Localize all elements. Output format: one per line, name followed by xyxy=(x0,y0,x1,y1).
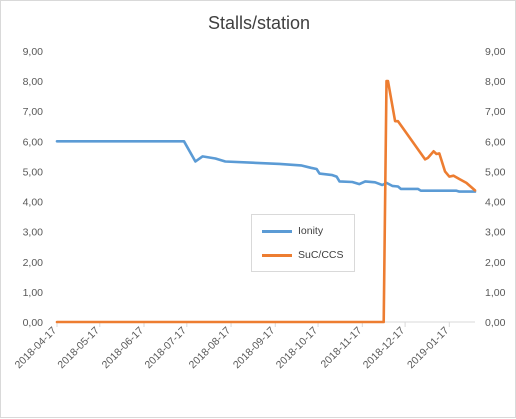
y-tick-right: 3,00 xyxy=(485,227,506,239)
y-tick-left: 0,00 xyxy=(23,317,44,329)
legend-item-suc-ccs: SuC/CCS xyxy=(262,247,344,263)
series-line-ionity xyxy=(55,140,477,193)
y-tick-left: 5,00 xyxy=(23,166,44,178)
chart-title: Stalls/station xyxy=(207,13,311,33)
x-tick-label: 2018-06-17 xyxy=(100,325,147,372)
x-tick-label: 2018-09-17 xyxy=(231,325,278,372)
legend-label-ionity: Ionity xyxy=(298,225,324,237)
legend-item-ionity: Ionity xyxy=(262,223,323,239)
legend: Ionity SuC/CCS xyxy=(251,214,355,272)
y-tick-left: 9,00 xyxy=(23,46,44,58)
x-tick-label: 2018-08-17 xyxy=(187,325,234,372)
x-tick-label: 2018-10-17 xyxy=(274,325,321,372)
x-tick-label: 2018-11-17 xyxy=(319,325,365,371)
x-tick-label: 2018-12-17 xyxy=(361,325,408,372)
y-tick-left: 1,00 xyxy=(23,287,44,299)
y-tick-left: 2,00 xyxy=(23,257,44,269)
y-tick-right: 4,00 xyxy=(485,197,506,209)
x-tick-label: 2018-07-17 xyxy=(142,325,189,372)
y-tick-left: 8,00 xyxy=(23,76,44,88)
legend-label-suc-ccs: SuC/CCS xyxy=(298,249,344,261)
legend-swatch-suc-ccs xyxy=(262,253,292,257)
y-tick-right: 6,00 xyxy=(485,136,506,148)
x-tick-label: 2018-05-17 xyxy=(55,325,102,372)
series-line-suc-ccs xyxy=(55,79,477,324)
x-tick-label: 2019-01-17 xyxy=(405,325,452,372)
y-tick-right: 1,00 xyxy=(485,287,506,299)
y-tick-right: 9,00 xyxy=(485,46,506,58)
y-tick-right: 5,00 xyxy=(485,166,506,178)
y-tick-right: 2,00 xyxy=(485,257,506,269)
y-tick-right: 7,00 xyxy=(485,106,506,118)
y-tick-left: 6,00 xyxy=(23,136,44,148)
y-tick-right: 0,00 xyxy=(485,317,506,329)
y-tick-left: 7,00 xyxy=(23,106,44,118)
y-tick-left: 4,00 xyxy=(23,197,44,209)
y-tick-right: 8,00 xyxy=(485,76,506,88)
legend-swatch-ionity xyxy=(262,229,292,233)
y-tick-left: 3,00 xyxy=(23,227,44,239)
x-tick-label: 2018-04-17 xyxy=(13,325,60,372)
